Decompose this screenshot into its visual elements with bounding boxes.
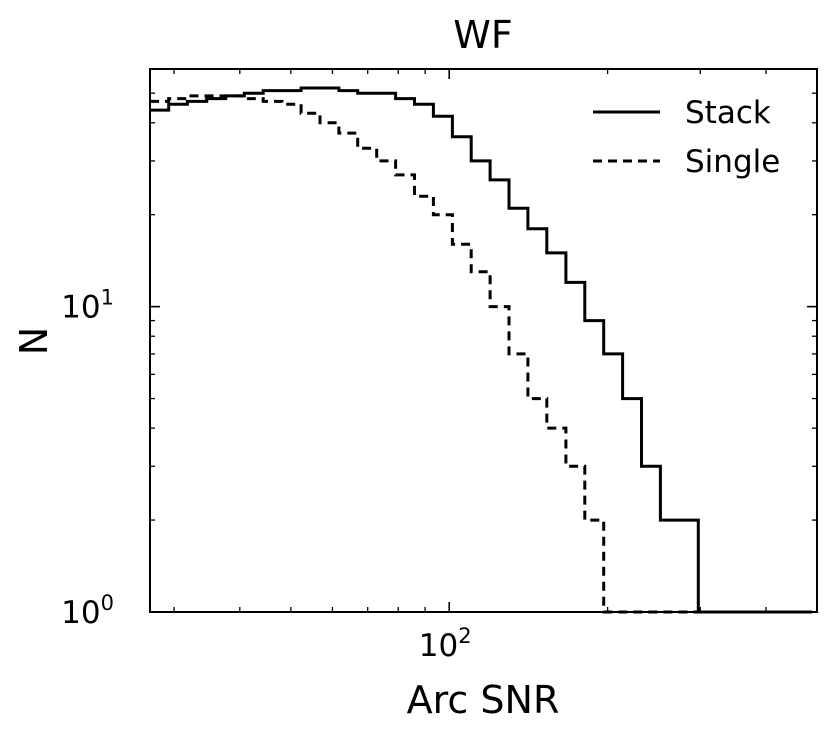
y-tick-label: 101 bbox=[61, 286, 114, 326]
series-layer bbox=[150, 86, 812, 614]
chart-title: WF bbox=[453, 13, 512, 57]
plot-frame bbox=[149, 68, 818, 613]
tick-labels: 102 100 101 bbox=[61, 286, 471, 664]
x-tick-label: 102 bbox=[419, 624, 472, 664]
y-tick-label: 100 bbox=[61, 591, 114, 631]
legend: Stack Single bbox=[593, 95, 780, 180]
x-axis-label: Arc SNR bbox=[407, 678, 560, 722]
y-axis-label: N bbox=[12, 327, 56, 355]
legend-label-single: Single bbox=[685, 144, 780, 180]
series-single-line bbox=[150, 94, 812, 614]
series-stack-line bbox=[150, 86, 812, 614]
legend-label-stack: Stack bbox=[685, 95, 771, 131]
